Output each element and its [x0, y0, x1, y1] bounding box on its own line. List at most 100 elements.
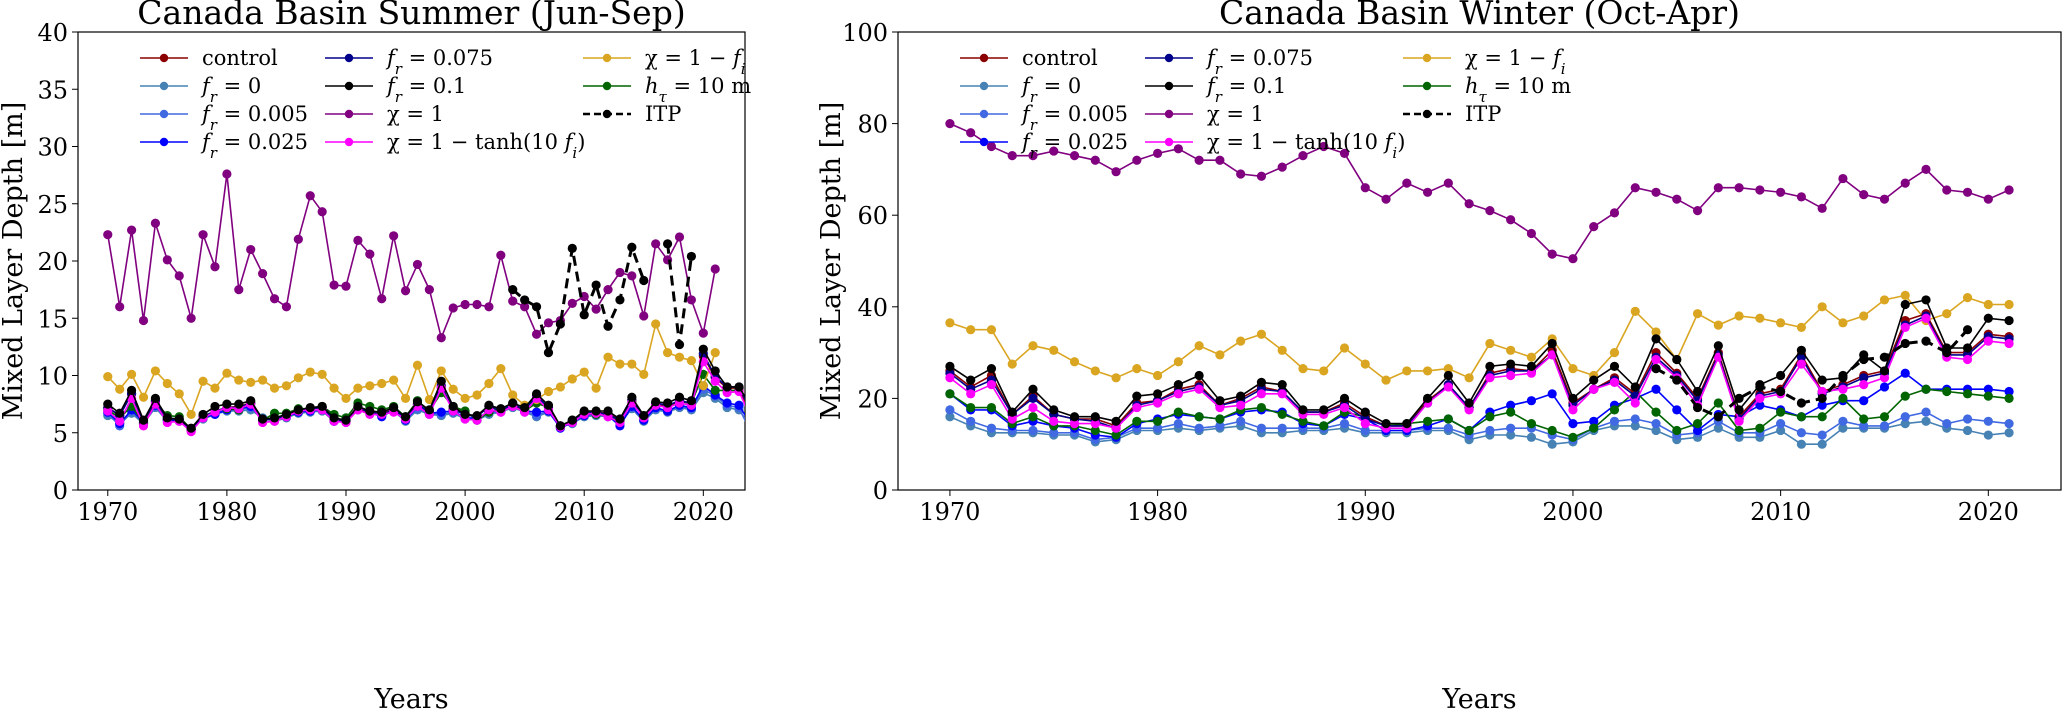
series-line [949, 415, 2010, 445]
data-point [258, 375, 268, 385]
y-tick-label: 10 [37, 363, 68, 391]
data-point [758, 382, 767, 391]
data-point [710, 385, 720, 395]
data-point [1090, 412, 1100, 422]
data-point [1609, 416, 1620, 426]
data-point [1298, 416, 1308, 426]
data-point [1962, 425, 1973, 436]
data-point [1879, 194, 1890, 204]
legend-item: χ = 1 [325, 102, 444, 126]
data-point [1734, 405, 1744, 415]
data-point [986, 380, 997, 390]
data-point [1921, 384, 1931, 394]
legend-marker [344, 81, 354, 91]
data-point [591, 280, 601, 290]
data-point [1879, 421, 1890, 431]
data-point [1028, 412, 1038, 422]
data-point [460, 393, 470, 403]
legend-label: χ = 1 − tanh(10 fi) [1207, 130, 1405, 162]
data-point [1817, 439, 1827, 449]
data-point [615, 359, 625, 369]
data-point [341, 393, 351, 403]
data-point [1651, 364, 1661, 374]
data-point [1547, 425, 1557, 436]
data-point [1900, 412, 1910, 422]
data-point [115, 384, 125, 394]
data-point [1630, 414, 1640, 424]
series-chi-1-minus-fi [103, 319, 720, 420]
data-point [543, 348, 554, 358]
data-point [1796, 439, 1807, 449]
data-point [615, 267, 625, 278]
data-point [424, 394, 434, 405]
data-point [531, 389, 542, 399]
data-point [1090, 418, 1100, 429]
data-point [1734, 311, 1744, 321]
data-point [555, 382, 565, 392]
data-point [1526, 361, 1537, 371]
data-point [496, 404, 506, 414]
data-point [1506, 359, 1516, 369]
series-fr-0-1 [103, 344, 755, 433]
data-point [674, 392, 685, 402]
data-point [758, 392, 767, 401]
legend-item: ITP [1403, 102, 1501, 126]
data-point [508, 398, 518, 408]
legend-marker [1164, 109, 1174, 119]
data-point [1817, 393, 1827, 403]
data-point [674, 232, 685, 242]
data-point [1734, 183, 1744, 193]
data-point [126, 385, 137, 395]
data-point [460, 409, 470, 420]
data-point [1672, 405, 1682, 415]
legend-label: hτ = 10 m [645, 74, 751, 106]
data-point [2004, 338, 2014, 349]
data-point [377, 294, 387, 304]
data-point [1776, 418, 1786, 429]
data-point [103, 399, 113, 409]
data-point [1485, 425, 1495, 436]
data-point [1776, 187, 1786, 197]
data-point [1672, 194, 1682, 204]
data-point [1734, 416, 1744, 426]
data-point [1381, 194, 1391, 204]
data-point [1236, 336, 1246, 346]
data-point [966, 128, 976, 138]
data-point [1215, 402, 1225, 413]
data-point [1132, 155, 1142, 165]
data-point [150, 393, 161, 403]
data-point [746, 402, 755, 411]
data-point [1506, 407, 1516, 417]
legend-label: fr = 0 [1020, 74, 1081, 106]
x-tick-label: 1970 [77, 498, 138, 526]
data-point [1443, 364, 1453, 374]
data-point [1526, 396, 1537, 406]
legend-label: fr = 0.1 [1205, 74, 1286, 106]
data-point [1630, 421, 1640, 431]
data-point [1692, 386, 1703, 397]
data-point [758, 405, 767, 414]
data-point [412, 397, 423, 407]
data-point [329, 383, 339, 393]
data-point [1256, 423, 1267, 433]
data-point [1277, 409, 1287, 420]
plot-frame [897, 31, 2062, 491]
data-point [1028, 425, 1038, 436]
data-point [1111, 167, 1121, 177]
data-point [1983, 391, 1993, 401]
legend-marker [1164, 53, 1174, 63]
data-point [448, 384, 458, 394]
data-point [1589, 416, 1599, 426]
data-point [353, 235, 363, 245]
data-point [1589, 222, 1599, 232]
data-point [555, 421, 565, 431]
data-point [1817, 430, 1827, 440]
data-point [1506, 423, 1516, 433]
data-point [686, 396, 697, 406]
data-point [1630, 398, 1640, 408]
data-point [424, 405, 434, 415]
data-point [1589, 423, 1599, 433]
data-point [1443, 382, 1453, 392]
legend-item: χ = 1 − tanh(10 fi) [325, 130, 585, 162]
